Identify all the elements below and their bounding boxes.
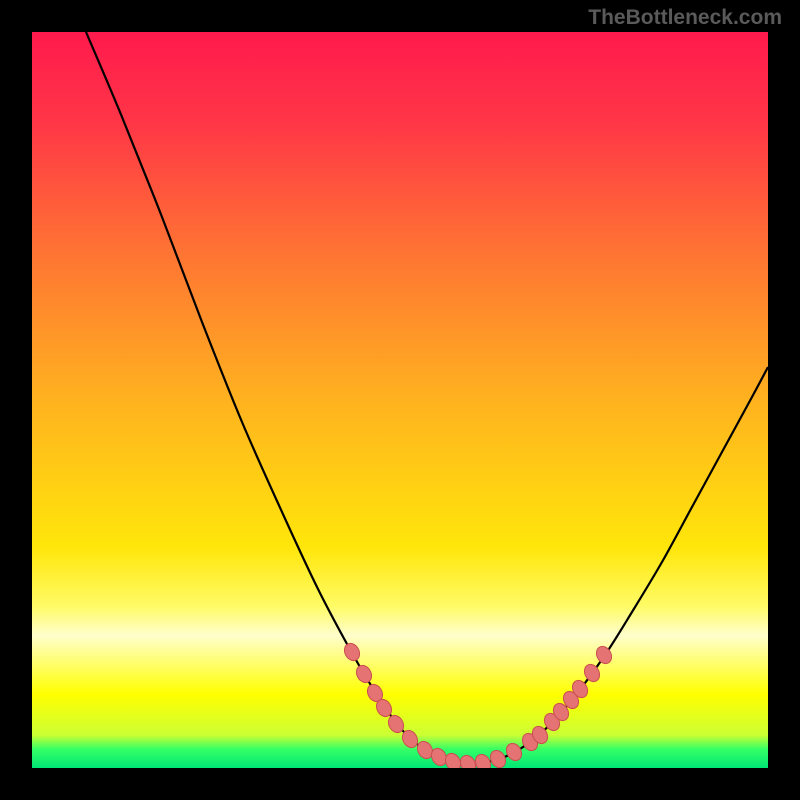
data-marker	[353, 663, 374, 686]
marker-group	[341, 641, 614, 768]
watermark-text: TheBottleneck.com	[588, 6, 782, 30]
data-marker	[341, 641, 362, 664]
plot-area	[32, 32, 768, 768]
bottleneck-curve	[86, 32, 768, 764]
data-marker	[503, 741, 524, 764]
curve-layer	[32, 32, 768, 768]
data-marker	[581, 662, 602, 685]
chart-container: TheBottleneck.com	[0, 0, 800, 800]
